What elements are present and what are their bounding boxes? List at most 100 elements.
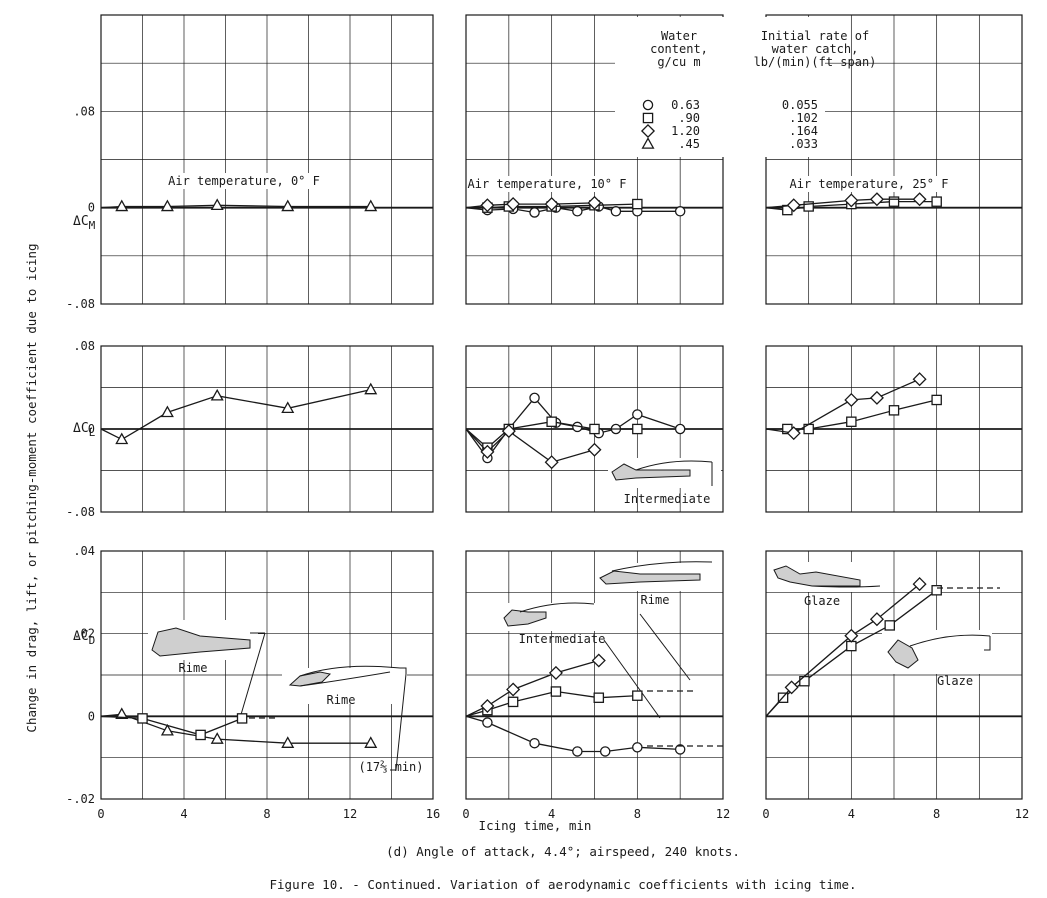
annotation-glaze-b: Glaze (937, 674, 973, 688)
marker-square (632, 198, 643, 210)
y-tick-label: 0 (88, 201, 95, 215)
y-tick-label: 0 (88, 422, 95, 436)
marker-square (195, 729, 206, 741)
series-line-circle (465, 205, 681, 214)
marker-triangle (160, 405, 174, 418)
legend-col2-header-3: lb/(min)(ft span) (754, 55, 877, 69)
marker-diamond (480, 698, 495, 714)
marker-circle (529, 392, 540, 404)
marker-diamond (912, 577, 927, 592)
marker-square (589, 423, 600, 435)
airfoil-outline (299, 671, 391, 687)
caption: Figure 10. - Continued. Variation of aer… (270, 877, 857, 892)
marker-circle (482, 717, 493, 728)
marker-circle (529, 737, 540, 749)
marker-circle (572, 746, 583, 757)
panel-cd-2 (765, 550, 1023, 800)
marker-square (236, 713, 248, 724)
row-label-cm: ΔCM (73, 214, 96, 232)
leader-line (390, 667, 407, 771)
annotation-temp-0: Air temperature, 0° F (168, 174, 320, 188)
legend-content-2: .90 (678, 111, 700, 125)
glaze-ice-sketch-1 (773, 565, 861, 587)
row-label-cl: ΔCL (73, 421, 96, 439)
series-panel-cd-10 (465, 653, 686, 757)
rime-ice-sketch-1 (151, 627, 251, 657)
leader-line (984, 636, 991, 651)
marker-diamond (912, 372, 927, 387)
series-line-square (100, 715, 243, 736)
series-panel-cm-0 (100, 198, 378, 212)
y-tick-label: .08 (73, 104, 95, 118)
subcaption: (d) Angle of attack, 4.4°; airspeed, 240… (386, 844, 740, 859)
x-tick-label: 0 (97, 807, 104, 821)
y-axis-title: Change in drag, lift, or pitching-moment… (24, 243, 39, 732)
marker-triangle (160, 723, 174, 736)
marker-square (507, 696, 519, 708)
legend-rate-3: .164 (789, 124, 818, 138)
marker-diamond (587, 195, 602, 210)
ice-shape-sketches (148, 458, 992, 771)
marker-circle (674, 423, 686, 435)
legend-symbols (640, 99, 656, 149)
leader-line (603, 639, 661, 719)
marker-triangle (115, 707, 129, 720)
marker-square (931, 394, 942, 406)
x-tick-label: 4 (848, 807, 855, 821)
series-panel-cd-0 (100, 707, 378, 748)
marker-square (550, 686, 562, 697)
marker-square (546, 416, 557, 427)
legend-col1-header-3: g/cu m (657, 55, 700, 69)
marker-triangle (115, 199, 129, 212)
annotation-glaze-a: Glaze (804, 594, 840, 608)
panel-cm-0 (100, 14, 434, 305)
series-line-triangle (100, 388, 371, 441)
marker-diamond (786, 198, 801, 213)
data-series (100, 192, 1000, 757)
leader-line (639, 613, 691, 681)
annotation-time-note: (17⅔ min) (358, 760, 423, 774)
x-tick-label: 0 (462, 807, 469, 821)
x-tick-label: 12 (716, 807, 730, 821)
marker-square (931, 196, 942, 207)
marker-triangle (210, 732, 224, 744)
annotation-rime-b: Rime (327, 693, 356, 707)
annotation-intermediate-cl: Intermediate (624, 492, 711, 506)
marker-triangle (210, 388, 224, 401)
panel-cl-0 (100, 345, 434, 513)
marker-diamond (869, 192, 884, 207)
y-tick-label: -.02 (66, 792, 95, 806)
airfoil-outline (519, 602, 595, 613)
annotation-rime-c: Rime (641, 593, 670, 607)
marker-diamond (501, 424, 516, 439)
marker-square (888, 405, 900, 416)
marker-circle (632, 742, 643, 753)
y-tick-label: .04 (73, 544, 95, 558)
leader-line (239, 632, 266, 719)
marker-triangle (364, 382, 378, 395)
row-label-cd: ΔCD (73, 629, 95, 647)
marker-square (137, 713, 148, 724)
y-tick-label: 0 (88, 709, 95, 723)
marker-triangle (160, 199, 174, 212)
marker-triangle (281, 199, 295, 212)
marker-diamond (786, 426, 801, 441)
marker-circle (674, 744, 686, 755)
legend-rate-1: 0.055 (782, 98, 818, 112)
panel-cm-2 (765, 14, 1023, 305)
marker-diamond (844, 392, 859, 407)
rime-ice-sketch-3 (599, 570, 701, 585)
y-tick-label: .02 (73, 627, 95, 641)
intermediate-ice-sketch-2 (503, 609, 547, 627)
legend-col2-header-1: Initial rate of (761, 29, 869, 43)
marker-diamond (544, 455, 559, 470)
marker-square (593, 692, 605, 703)
marker-triangle (281, 401, 295, 414)
x-tick-label: 8 (933, 807, 940, 821)
x-tick-label: 8 (263, 807, 270, 821)
series-panel-cm-10 (465, 195, 686, 218)
legend-col2-header-2: water catch, (772, 42, 859, 56)
x-tick-label: 12 (343, 807, 357, 821)
x-tick-label: 0 (762, 807, 769, 821)
